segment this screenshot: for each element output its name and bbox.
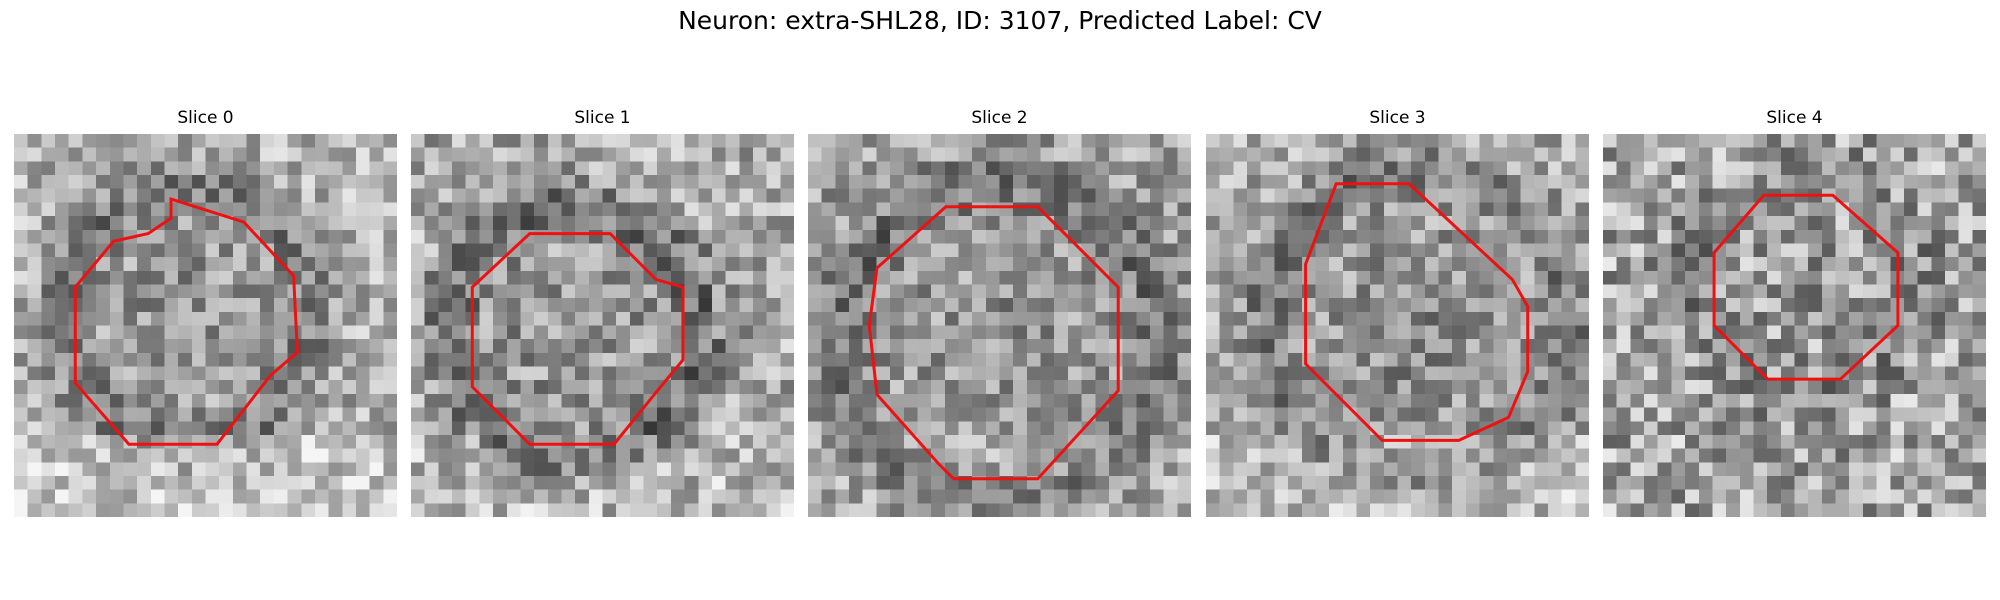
slice-image	[1206, 134, 1589, 517]
slice-panel: Slice 2	[808, 0, 1191, 600]
slice-title: Slice 3	[1369, 108, 1426, 128]
slice-panel: Slice 4	[1603, 0, 1986, 600]
slice-image	[14, 134, 397, 517]
slice-title: Slice 0	[177, 108, 234, 128]
slice-title: Slice 4	[1766, 108, 1823, 128]
slice-title: Slice 1	[574, 108, 631, 128]
figure-title: Neuron: extra-SHL28, ID: 3107, Predicted…	[678, 6, 1322, 35]
slice-panel: Slice 1	[411, 0, 794, 600]
roi-contour	[808, 134, 1191, 517]
slice-panel: Slice 3	[1206, 0, 1589, 600]
slice-image	[808, 134, 1191, 517]
roi-contour	[1206, 134, 1589, 517]
slice-image	[1603, 134, 1986, 517]
roi-contour	[1603, 134, 1986, 517]
roi-contour	[14, 134, 397, 517]
roi-contour	[411, 134, 794, 517]
slice-image	[411, 134, 794, 517]
slice-panel: Slice 0	[14, 0, 397, 600]
slice-title: Slice 2	[971, 108, 1028, 128]
